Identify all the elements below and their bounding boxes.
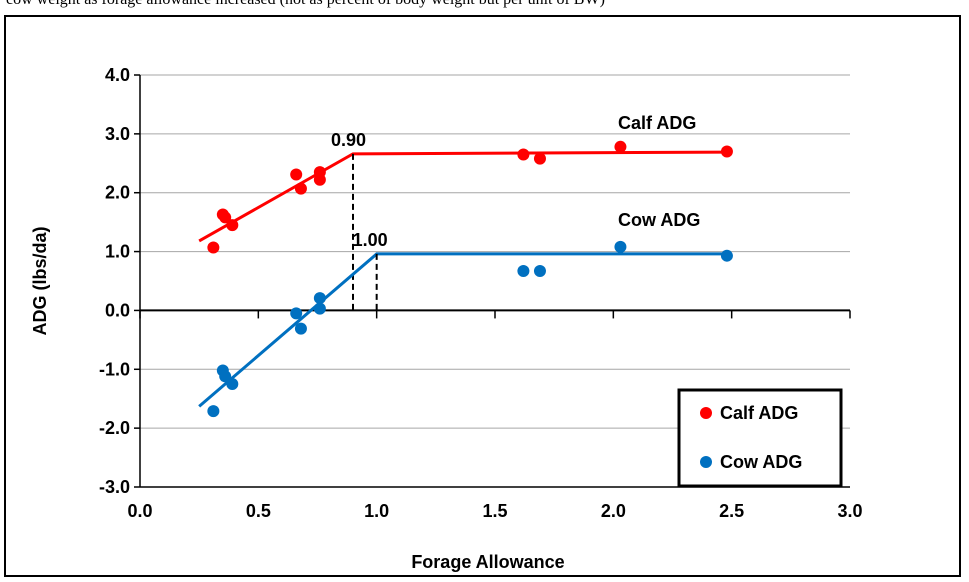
data-point-calf <box>614 141 626 153</box>
data-point-cow <box>314 303 326 315</box>
y-tick-label: -1.0 <box>99 359 130 379</box>
series-label-calf: Calf ADG <box>618 113 696 133</box>
data-point-cow <box>314 292 326 304</box>
y-tick-label: -3.0 <box>99 477 130 497</box>
x-tick-label: 2.5 <box>719 501 744 521</box>
breakpoint-label-calf: 0.90 <box>331 130 366 150</box>
data-point-cow <box>207 405 219 417</box>
data-point-calf <box>721 146 733 158</box>
data-point-calf <box>517 148 529 160</box>
x-tick-label: 1.0 <box>364 501 389 521</box>
y-tick-label: 0.0 <box>105 300 130 320</box>
legend-label-cow: Cow ADG <box>720 452 802 472</box>
y-tick-label: 2.0 <box>105 183 130 203</box>
x-tick-label: 2.0 <box>601 501 626 521</box>
y-tick-label: 4.0 <box>105 65 130 85</box>
legend-marker-calf <box>700 407 712 419</box>
data-point-calf <box>207 241 219 253</box>
data-point-cow <box>226 378 238 390</box>
gridlines <box>140 75 850 428</box>
data-point-cow <box>534 265 546 277</box>
y-tick-label: 1.0 <box>105 242 130 262</box>
y-tick-label: 3.0 <box>105 124 130 144</box>
data-point-calf <box>295 183 307 195</box>
legend-label-calf: Calf ADG <box>720 403 798 423</box>
data-point-cow <box>614 241 626 253</box>
y-tick-label: -2.0 <box>99 418 130 438</box>
x-axis-title: Forage Allowance <box>411 552 564 572</box>
x-tick-label: 0.0 <box>127 501 152 521</box>
data-point-calf <box>290 168 302 180</box>
data-point-cow <box>721 250 733 262</box>
data-points <box>207 141 733 417</box>
legend: Calf ADG Cow ADG <box>679 390 841 486</box>
x-tick-label: 1.5 <box>482 501 507 521</box>
fit-lines <box>199 152 727 406</box>
data-point-cow <box>290 307 302 319</box>
legend-marker-cow <box>700 456 712 468</box>
x-tick-label: 3.0 <box>837 501 862 521</box>
x-tick-labels: 0.0 0.5 1.0 1.5 2.0 2.5 3.0 <box>127 501 862 521</box>
y-tick-labels: 4.0 3.0 2.0 1.0 0.0 -1.0 -2.0 -3.0 <box>99 65 130 497</box>
data-point-calf <box>534 153 546 165</box>
breakpoint-label-cow: 1.00 <box>353 230 388 250</box>
data-point-calf <box>314 174 326 186</box>
y-axis-title: ADG (lbs/da) <box>30 226 50 335</box>
data-point-calf <box>226 219 238 231</box>
fit-line-cow <box>199 254 727 406</box>
x-tick-label: 0.5 <box>246 501 271 521</box>
data-point-cow <box>295 323 307 335</box>
data-point-cow <box>517 265 529 277</box>
series-label-cow: Cow ADG <box>618 210 700 230</box>
